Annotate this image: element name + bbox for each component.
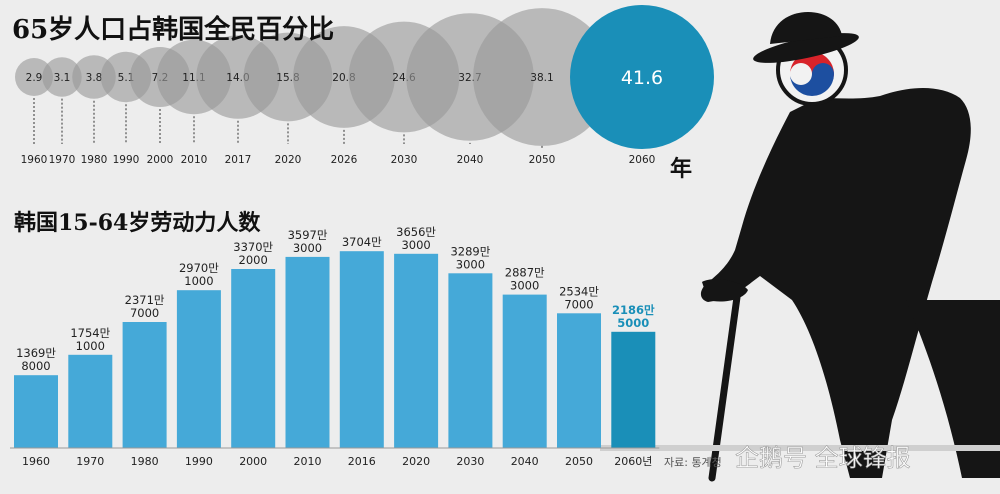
bar-value-label: 1754만 bbox=[70, 326, 110, 340]
bar-value-label: 2186만 bbox=[612, 303, 655, 317]
bubble-year-label: 2040 bbox=[457, 154, 484, 166]
bar-2016 bbox=[339, 251, 384, 448]
bubble-year-label: 2050 bbox=[529, 154, 556, 166]
bubble-value-label: 2.9 bbox=[26, 72, 43, 84]
bubble-value-label: 41.6 bbox=[621, 67, 663, 89]
bar-category-label: 2010 bbox=[294, 455, 322, 468]
bubble-year-label: 2020 bbox=[275, 154, 302, 166]
bar-value-label-2: 3000 bbox=[401, 238, 430, 252]
bar-value-label: 3370만 bbox=[233, 240, 273, 254]
bar-2030 bbox=[448, 273, 493, 448]
bar-category-label: 2000 bbox=[239, 455, 267, 468]
bubble-chart: 2.919603.119703.819805.119907.2200011.12… bbox=[15, 5, 714, 166]
bar-category-label: 2060년 bbox=[614, 455, 652, 468]
bar-1990 bbox=[176, 290, 221, 448]
bubble-2050 bbox=[473, 8, 611, 146]
bar-value-label-2: 1000 bbox=[76, 339, 105, 353]
bubble-year-label: 1990 bbox=[113, 154, 140, 166]
bar-chart: 1369만800019601754만100019702371만700019802… bbox=[10, 225, 660, 468]
bar-category-label: 1980 bbox=[131, 455, 159, 468]
bar-category-label: 1990 bbox=[185, 455, 213, 468]
bar-value-label-2: 3000 bbox=[293, 241, 322, 255]
taegeuk-blue bbox=[790, 63, 834, 96]
bar-category-label: 2040 bbox=[511, 455, 539, 468]
bar-2000 bbox=[231, 269, 276, 448]
bar-1970 bbox=[68, 354, 113, 448]
bubble-year-label: 1960 bbox=[21, 154, 48, 166]
bar-category-label: 2016 bbox=[348, 455, 376, 468]
bubble-1970 bbox=[42, 57, 82, 97]
watermark: 企鹅号 全球锋报 bbox=[735, 444, 911, 472]
bubble-year-label: 2010 bbox=[181, 154, 208, 166]
bar-value-label: 3597만 bbox=[288, 228, 328, 242]
bar-2020 bbox=[394, 253, 439, 448]
bar-value-label-2: 3000 bbox=[510, 279, 539, 293]
bar-value-label: 1369만 bbox=[16, 346, 56, 360]
bar-value-label: 2887만 bbox=[505, 266, 545, 280]
bar-value-label: 3656만 bbox=[396, 225, 436, 239]
bar-2060년 bbox=[611, 331, 656, 448]
elderly-man-illustration bbox=[600, 12, 1000, 482]
bar-value-label-2: 2000 bbox=[239, 253, 268, 267]
bubble-value-label: 3.1 bbox=[54, 72, 71, 84]
bar-chart-title: 韩国15-64岁劳动力人数 bbox=[14, 210, 261, 236]
bar-1980 bbox=[122, 322, 167, 448]
bar-value-label-2: 3000 bbox=[456, 257, 485, 271]
ground-shadow bbox=[600, 445, 1000, 451]
bar-category-label: 1970 bbox=[76, 455, 104, 468]
bar-category-label: 2030 bbox=[456, 455, 484, 468]
bar-value-label: 2371만 bbox=[125, 293, 165, 307]
unit-label: 年 bbox=[670, 156, 692, 182]
bubble-chart-title: 65岁人口占韩国全民百分比 bbox=[12, 14, 334, 45]
bubble-value-label: 3.8 bbox=[86, 72, 103, 84]
bar-category-label: 1960 bbox=[22, 455, 50, 468]
bar-value-label: 2970만 bbox=[179, 261, 219, 275]
bar-value-label-2: 8000 bbox=[21, 359, 50, 373]
bubble-year-label: 2026 bbox=[331, 154, 358, 166]
bar-value-label: 2534만 bbox=[559, 284, 599, 298]
man-leg bbox=[906, 300, 1000, 478]
bubble-year-label: 2060 bbox=[629, 154, 656, 166]
bar-value-label-2: 7000 bbox=[564, 297, 593, 311]
bubble-value-label: 38.1 bbox=[530, 72, 553, 84]
bubble-year-label: 2017 bbox=[225, 154, 252, 166]
bar-2040 bbox=[502, 294, 547, 448]
source-note: 자료: 통계청 bbox=[664, 456, 722, 469]
bubble-2060 bbox=[570, 5, 714, 149]
bar-category-label: 2050 bbox=[565, 455, 593, 468]
hat-brim bbox=[753, 33, 859, 63]
bar-value-label: 3289만 bbox=[450, 244, 490, 258]
bar-value-label-2: 5000 bbox=[617, 316, 649, 330]
man-body bbox=[700, 88, 971, 478]
bar-2010 bbox=[285, 256, 330, 448]
bubble-year-label: 1970 bbox=[49, 154, 76, 166]
bubble-year-label: 2030 bbox=[391, 154, 418, 166]
bar-value-label-2: 7000 bbox=[130, 306, 159, 320]
bar-value-label-2: 1000 bbox=[184, 274, 213, 288]
bar-1960 bbox=[14, 375, 58, 448]
bar-2050 bbox=[557, 313, 601, 448]
bubble-year-label: 1980 bbox=[81, 154, 108, 166]
hat-crown bbox=[770, 12, 842, 44]
bubble-1960 bbox=[15, 58, 53, 96]
bar-category-label: 2020 bbox=[402, 455, 430, 468]
bar-value-label: 3704만 bbox=[342, 235, 382, 249]
hand bbox=[702, 279, 748, 302]
bubble-year-label: 2000 bbox=[147, 154, 174, 166]
